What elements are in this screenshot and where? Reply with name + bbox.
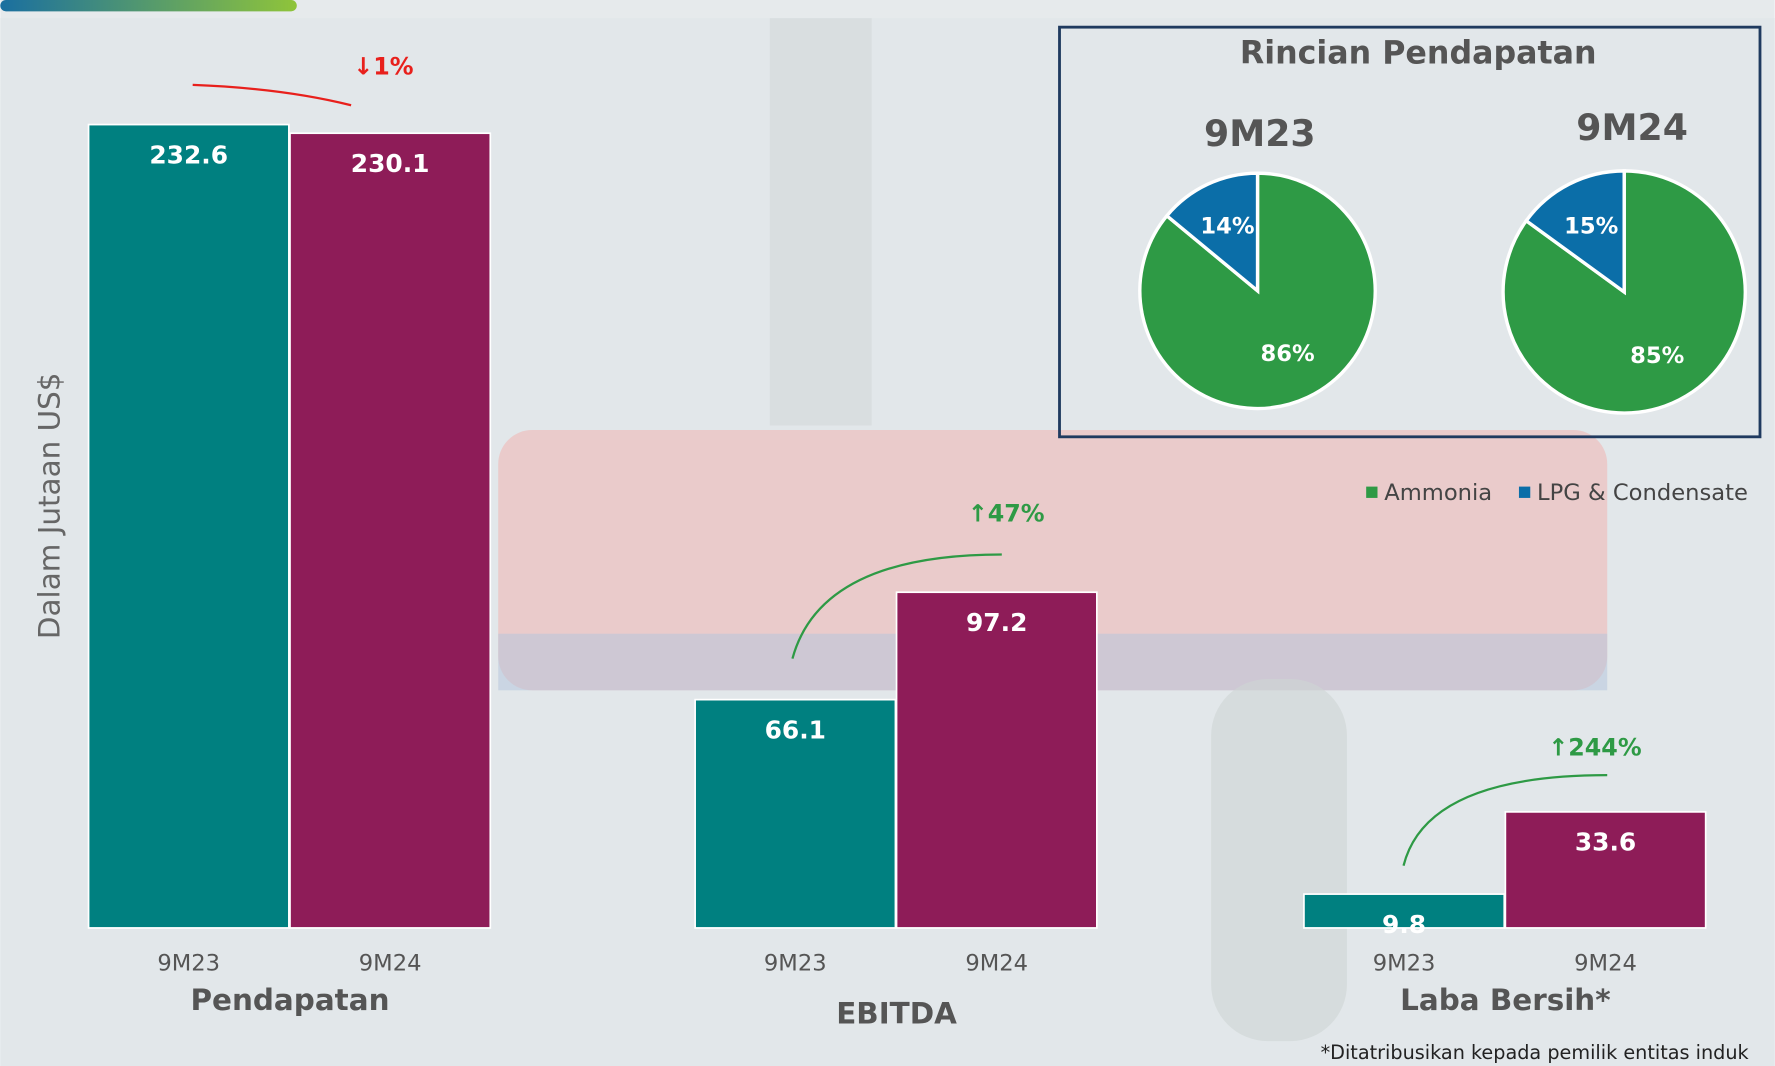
- pie-value-label: 86%: [1261, 341, 1315, 367]
- change-annotation: ↓1%: [353, 52, 413, 80]
- pie-label: 9M23: [1204, 112, 1316, 155]
- x-tick-label: 9M24: [1574, 951, 1637, 977]
- value-label: 97.2: [966, 608, 1027, 637]
- pie-label: 9M24: [1576, 106, 1688, 149]
- value-label: 66.1: [765, 715, 826, 744]
- pie-value-label: 85%: [1630, 343, 1684, 369]
- pie-panel: [1058, 25, 1762, 439]
- x-tick-label: 9M24: [359, 951, 422, 977]
- pie-value-label: 14%: [1200, 213, 1254, 239]
- legend-label: Ammonia: [1384, 480, 1492, 506]
- category-label: Pendapatan: [190, 983, 389, 1017]
- value-label: 33.6: [1575, 828, 1636, 857]
- x-tick-label: 9M23: [1373, 951, 1436, 977]
- change-annotation: ↑47%: [968, 499, 1045, 527]
- top-accent: [0, 0, 297, 12]
- value-label: 230.1: [351, 149, 430, 178]
- ship-hull: [498, 430, 1608, 691]
- pie-slice: [1164, 171, 1260, 295]
- value-label: 232.6: [149, 140, 228, 169]
- bar: [1303, 893, 1506, 929]
- value-label: 9.8: [1382, 910, 1426, 939]
- x-tick-label: 9M23: [764, 951, 827, 977]
- tugboat: [1211, 678, 1347, 1042]
- change-annotation: ↑244%: [1548, 734, 1641, 762]
- bar: [289, 132, 492, 929]
- x-tick-label: 9M23: [157, 951, 220, 977]
- change-curve: [791, 553, 1002, 659]
- bar: [1504, 811, 1707, 929]
- y-axis-label: Dalam Jutaan US$: [33, 373, 67, 640]
- footnote: *Ditatribusikan kepada pemilik entitas i…: [1321, 1041, 1750, 1064]
- pie-title: Rincian Pendapatan: [1240, 35, 1597, 71]
- category-label: EBITDA: [836, 997, 957, 1031]
- legend-swatch: [1518, 486, 1531, 498]
- pie-slice: [1523, 169, 1626, 296]
- legend-swatch: [1366, 486, 1378, 498]
- bar: [87, 123, 290, 929]
- change-curve: [192, 83, 352, 107]
- jetty: [769, 18, 872, 426]
- bar: [895, 591, 1098, 929]
- change-curve: [1402, 774, 1608, 866]
- legend-label: LPG & Condensate: [1537, 480, 1748, 506]
- pie-value-label: 15%: [1564, 214, 1618, 240]
- bar: [694, 698, 897, 929]
- x-tick-label: 9M24: [965, 951, 1028, 977]
- category-label: Laba Bersih*: [1400, 983, 1610, 1017]
